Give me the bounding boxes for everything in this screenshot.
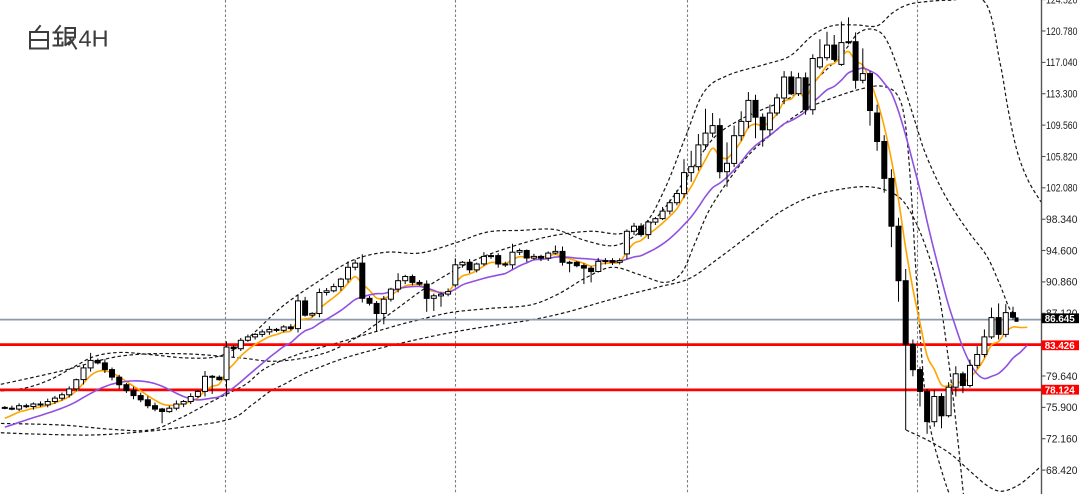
svg-text:4H: 4H <box>79 26 109 52</box>
svg-text:124.520: 124.520 <box>1046 0 1078 6</box>
svg-text:120.780: 120.780 <box>1046 26 1078 38</box>
svg-text:109.560: 109.560 <box>1046 120 1078 132</box>
svg-text:79.640: 79.640 <box>1046 371 1078 383</box>
svg-text:68.420: 68.420 <box>1046 465 1078 477</box>
svg-text:94.600: 94.600 <box>1046 245 1078 257</box>
svg-text:75.900: 75.900 <box>1046 402 1078 414</box>
svg-text:86.645: 86.645 <box>1045 313 1075 325</box>
svg-text:102.080: 102.080 <box>1046 183 1078 195</box>
svg-text:117.040: 117.040 <box>1046 57 1078 69</box>
svg-text:98.340: 98.340 <box>1046 214 1078 226</box>
svg-text:83.426: 83.426 <box>1045 340 1075 352</box>
svg-text:72.160: 72.160 <box>1046 434 1078 446</box>
svg-text:105.820: 105.820 <box>1046 151 1078 163</box>
svg-text:113.300: 113.300 <box>1046 89 1078 101</box>
svg-text:90.860: 90.860 <box>1046 277 1078 289</box>
svg-text:78.124: 78.124 <box>1045 384 1075 396</box>
